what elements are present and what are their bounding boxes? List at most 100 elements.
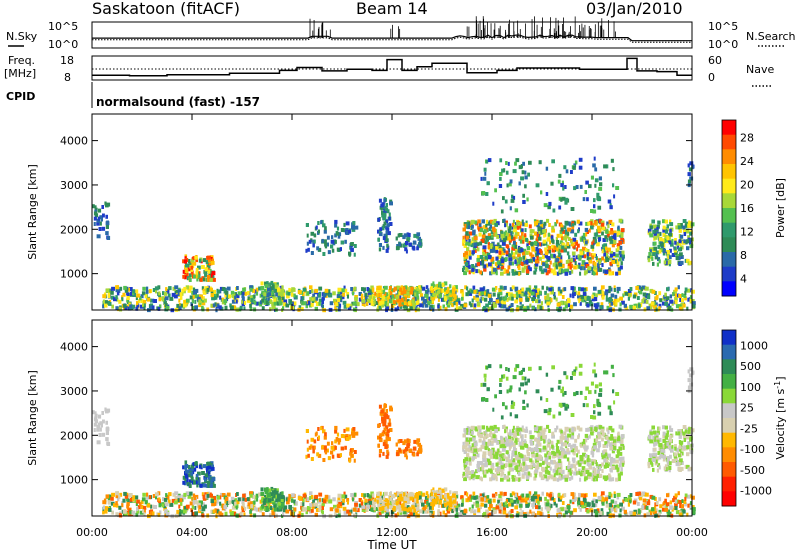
power-cell <box>505 161 508 165</box>
power-cell <box>557 234 560 238</box>
power-cell <box>298 290 302 294</box>
power-cell <box>384 221 387 225</box>
power-cell <box>344 240 347 244</box>
velocity-cell <box>619 503 623 507</box>
power-cell <box>601 285 605 289</box>
power-cell <box>342 293 345 297</box>
velocity-cell <box>500 492 503 496</box>
power-cell <box>603 253 606 257</box>
power-cell <box>600 305 603 309</box>
power-cell <box>521 228 524 232</box>
power-cell <box>519 236 522 240</box>
power-cell <box>556 298 558 302</box>
power-cell <box>303 288 307 292</box>
power-cell <box>294 301 297 305</box>
velocity-cell <box>476 504 479 508</box>
velocity-cell <box>249 510 252 514</box>
power-cell <box>669 240 672 244</box>
velocity-cell <box>383 442 386 446</box>
power-cell <box>439 294 443 298</box>
power-cell <box>410 287 413 291</box>
power-cell <box>550 261 552 265</box>
power-cell <box>474 303 477 307</box>
power-cell <box>679 229 682 233</box>
power-cell <box>479 242 482 246</box>
velocity-cell <box>325 450 327 454</box>
power-cell <box>565 221 569 225</box>
velocity-cell <box>414 499 416 503</box>
power-cell <box>495 232 498 236</box>
velocity-cell <box>421 503 425 507</box>
power-cell <box>500 272 504 276</box>
velocity-cell <box>155 492 159 496</box>
power-cell <box>318 230 320 234</box>
power-cell <box>484 229 487 233</box>
power-cell <box>343 301 347 305</box>
power-cell <box>675 294 677 298</box>
power-cell <box>447 289 449 293</box>
velocity-cell <box>204 505 207 509</box>
colorbar-tick-label: 20 <box>740 179 754 192</box>
velocity-cell <box>664 508 668 512</box>
power-cell <box>593 204 595 208</box>
velocity-cell <box>311 457 314 461</box>
power-cell <box>275 293 278 297</box>
velocity-cell <box>396 452 399 456</box>
power-cell <box>466 268 468 272</box>
velocity-cell <box>418 448 421 452</box>
velocity-cell <box>629 511 633 515</box>
power-cell <box>132 289 135 293</box>
power-cell <box>670 294 672 298</box>
power-cell <box>678 225 680 229</box>
power-cell <box>382 246 384 250</box>
velocity-cell <box>586 510 589 514</box>
power-cell <box>598 228 602 232</box>
power-cell <box>548 233 550 237</box>
velocity-cell <box>348 436 351 440</box>
power-cell <box>502 196 505 200</box>
velocity-cell <box>610 513 613 517</box>
power-cell <box>562 295 565 299</box>
power-cell <box>379 243 382 247</box>
velocity-cell <box>386 450 389 454</box>
velocity-cell <box>398 509 401 513</box>
power-cell <box>676 304 679 308</box>
power-cell <box>577 220 580 224</box>
power-cell <box>556 220 558 224</box>
power-cell <box>539 266 543 270</box>
velocity-cell <box>410 497 414 501</box>
velocity-cell <box>393 506 396 510</box>
power-cell <box>352 291 354 295</box>
colorbar-swatch <box>722 193 736 208</box>
velocity-cell <box>316 452 319 456</box>
power-cell <box>267 288 271 292</box>
velocity-cell <box>158 497 160 501</box>
power-cell <box>583 292 587 296</box>
velocity-cell <box>136 507 138 511</box>
power-cell <box>313 297 315 301</box>
power-cell <box>95 205 97 209</box>
velocity-cell <box>621 457 624 461</box>
velocity-cell <box>126 502 129 506</box>
velocity-cell <box>183 510 187 514</box>
velocity-cell <box>105 506 108 510</box>
power-cell <box>653 247 657 251</box>
power-cell <box>587 256 589 260</box>
power-cell <box>464 224 466 228</box>
velocity-cell <box>361 493 364 497</box>
velocity-cell <box>515 493 517 497</box>
power-cell <box>101 205 104 209</box>
velocity-cell <box>684 497 686 501</box>
power-cell <box>238 291 241 295</box>
velocity-cell <box>307 497 310 501</box>
power-cell <box>522 256 525 260</box>
velocity-cell <box>638 510 641 514</box>
power-cell <box>538 237 541 241</box>
power-cell <box>471 220 475 224</box>
power-cell <box>401 298 404 302</box>
power-cell <box>573 302 577 306</box>
power-cell <box>254 301 257 305</box>
velocity-cell <box>520 512 523 516</box>
power-cell <box>106 288 110 292</box>
velocity-cell <box>442 495 444 499</box>
